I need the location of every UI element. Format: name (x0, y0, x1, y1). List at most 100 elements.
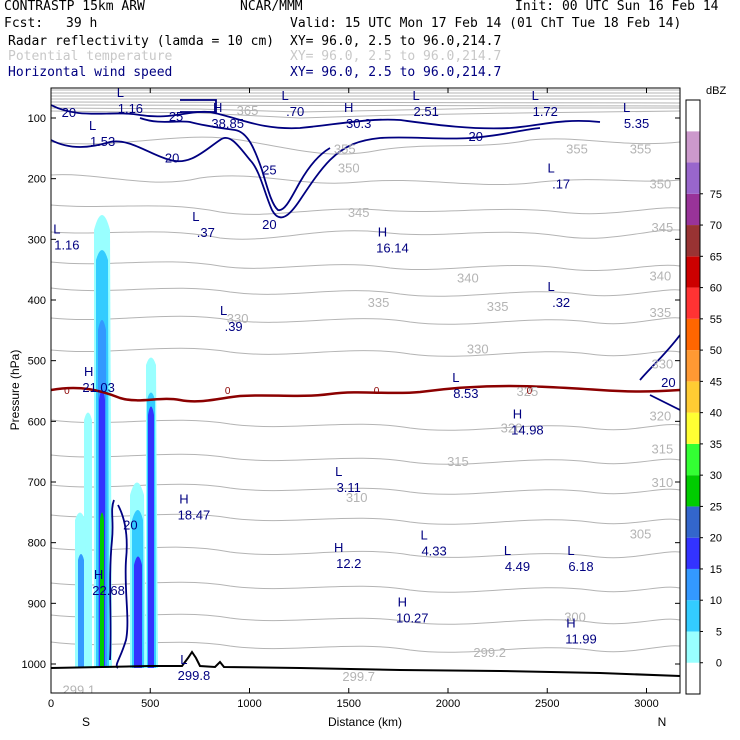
extremum-value: 1.16 (54, 237, 79, 252)
theta-label: 330 (467, 342, 489, 357)
wind-label: 25 (262, 163, 276, 178)
reflectivity-field (75, 215, 158, 668)
theta-label: 345 (348, 205, 370, 220)
terrain-line (51, 650, 680, 677)
y-tick-label: 700 (28, 477, 46, 489)
y-tick-label: 400 (28, 295, 46, 307)
theta-label: 355 (630, 141, 652, 156)
model-title: CONTRASTP 15km ARW (4, 0, 145, 14)
y-tick-label: 800 (28, 538, 46, 550)
colorbar-frame (685, 99, 701, 695)
extremum-value: .70 (286, 104, 304, 119)
theta-label: 350 (338, 161, 360, 176)
colorbar-level: 0 (716, 658, 722, 670)
y-tick-label: 200 (28, 174, 46, 186)
colorbar-level: 75 (710, 189, 722, 201)
colorbar-swatch (686, 381, 700, 413)
field-1-xy: XY= 96.0, 2.5 to 96.0,214.7 (290, 34, 502, 49)
fcst-value: 39 h (66, 16, 98, 31)
x-tick-label: 1000 (237, 698, 261, 710)
extremum-value: 1.53 (90, 134, 115, 149)
colorbar-swatch (686, 475, 700, 507)
refl-cell-15 (78, 554, 84, 668)
extremum-kind: L (567, 543, 574, 558)
colorbar-level: 35 (710, 439, 722, 451)
theta-label: 305 (630, 527, 652, 542)
y-axis-label: Pressure (hPa) (8, 350, 22, 431)
field-3-xy: XY= 96.0, 2.5 to 96.0,214.7 (290, 65, 502, 80)
extremum-value: 12.2 (336, 556, 361, 571)
theta-label: 299.7 (342, 669, 375, 684)
freezing-level-line (51, 384, 680, 403)
extremum-value: .32 (552, 295, 570, 310)
extremum-value: 4.33 (421, 544, 446, 559)
colorbar-swatch (686, 350, 700, 382)
y-tick-label: 500 (28, 356, 46, 368)
colorbar-swatch (686, 600, 700, 632)
extremum-value: 5.35 (624, 116, 649, 131)
extremum-value: .39 (225, 319, 243, 334)
extremum-kind: L (282, 88, 289, 103)
extremum-kind: H (179, 491, 188, 506)
colorbar-level: 10 (710, 595, 722, 607)
theta-label: 330 (227, 311, 249, 326)
freezing-level-label: 0 (64, 386, 70, 397)
plot-frame (50, 87, 681, 694)
theta-label: 299.1 (63, 682, 96, 697)
y-tick-label: 100 (28, 113, 46, 125)
extremum-value: .37 (197, 225, 215, 240)
colorbar-level: 25 (710, 501, 722, 513)
theta-label: 340 (457, 271, 479, 286)
extremum-kind: L (532, 88, 539, 103)
refl-cell-5 (84, 412, 92, 668)
extremum-kind: L (192, 209, 199, 224)
colorbar-level: 70 (710, 220, 722, 232)
colorbar-level: 5 (716, 626, 722, 638)
extremum-kind: H (398, 594, 407, 609)
extremum-value: 4.49 (505, 559, 530, 574)
extremum-value: 10.27 (396, 610, 429, 625)
y-tick-label: 300 (28, 234, 46, 246)
colorbar-level: 60 (710, 283, 722, 295)
extremum-kind: H (84, 364, 93, 379)
extremum-kind: H (378, 224, 387, 239)
wind-label: 20 (123, 517, 137, 532)
extremum-kind: H (513, 406, 522, 421)
extremum-value: 299.8 (178, 668, 211, 683)
wind-speed-contours (51, 99, 680, 669)
field-1-name: Radar reflectivity (lamda = 10 cm) (8, 34, 275, 49)
colorbar-swatch (686, 506, 700, 538)
field-2-name: Potential temperature (8, 49, 173, 64)
extremum-value: 1.16 (118, 101, 143, 116)
extremum-kind: H (94, 567, 103, 582)
colorbar-swatch (686, 225, 700, 257)
y-tick-label: 900 (28, 598, 46, 610)
theta-label: 365 (237, 103, 259, 118)
extremum-kind: H (566, 616, 575, 631)
x-tick-label: 2000 (436, 698, 460, 710)
extremum-kind: L (452, 370, 459, 385)
colorbar-swatch (686, 193, 700, 226)
theta-isentropes (51, 136, 680, 653)
wind-label: 20 (661, 375, 675, 390)
colorbar-level: 30 (710, 470, 722, 482)
colorbar-level: 40 (710, 408, 722, 420)
extremum-value: 1.72 (533, 104, 558, 119)
freezing-level-label: 0 (374, 386, 380, 397)
colorbar-level: 50 (710, 345, 722, 357)
theta-label: 355 (566, 141, 588, 156)
colorbar-level: 45 (710, 376, 722, 388)
extremum-kind: L (89, 118, 96, 133)
x-tick-label: 1500 (337, 698, 361, 710)
wind-label: 25 (169, 109, 183, 124)
colorbar-level: 15 (710, 564, 722, 576)
extremum-value: 21.03 (82, 380, 115, 395)
colorbar-swatch (686, 537, 700, 569)
theta-dense-top (51, 89, 680, 119)
extremum-value: .17 (552, 177, 570, 192)
wind-label-layer: 20 25 20 20 25 20 20 20 (62, 105, 676, 533)
theta-label: 335 (368, 295, 390, 310)
extremum-kind: L (413, 88, 420, 103)
colorbar-swatch (686, 412, 700, 444)
theta-label: 355 (334, 141, 356, 156)
